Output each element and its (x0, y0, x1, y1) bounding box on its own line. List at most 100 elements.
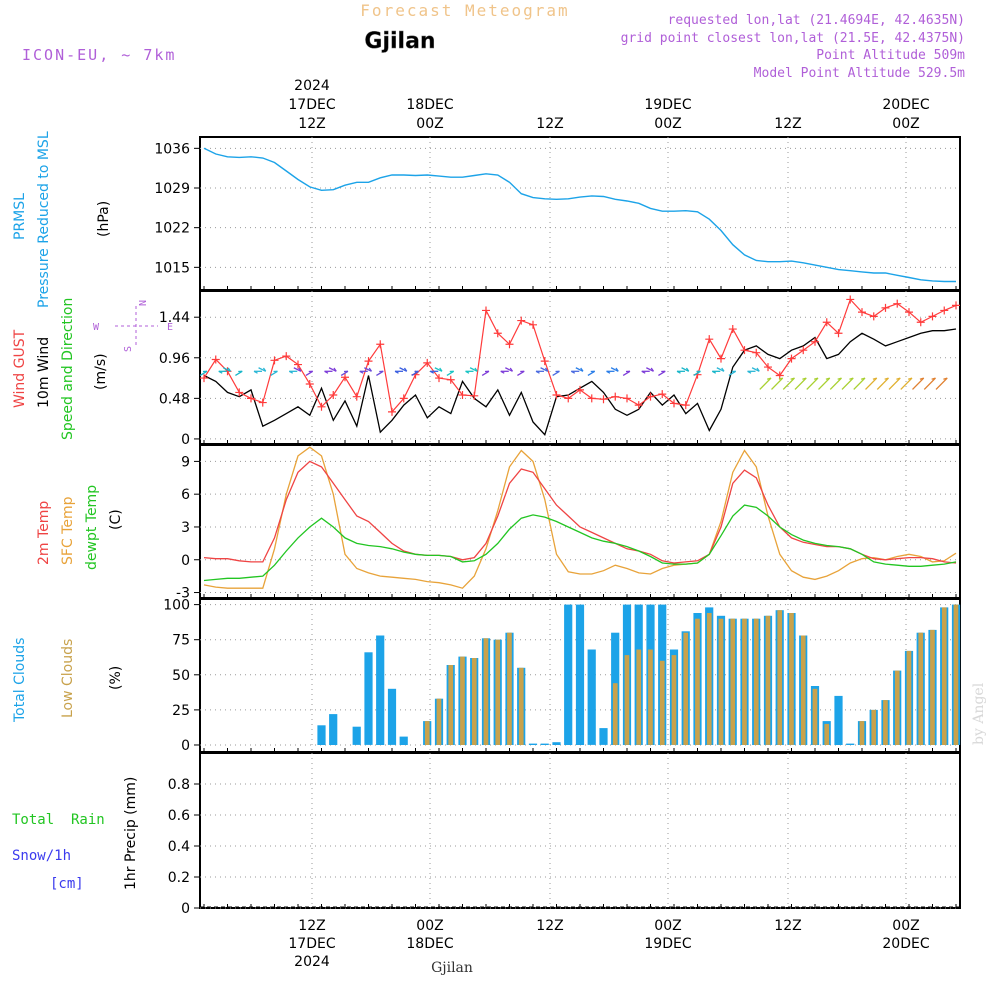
gust-point (646, 392, 655, 401)
wind-direction-arrow (900, 377, 913, 390)
total-cloud-bar (399, 736, 408, 745)
y-tick-label: 0 (181, 432, 190, 448)
wind-direction-arrow (923, 377, 936, 390)
low-cloud-bar (448, 665, 454, 745)
wind-arrow-head (641, 370, 646, 374)
low-cloud-bar (777, 610, 783, 745)
low-cloud-bar (789, 613, 794, 745)
top-date-label: 17DEC (288, 97, 335, 113)
gust-point (435, 374, 443, 383)
top-hour-label: 12Z (774, 116, 801, 132)
gust-point (352, 392, 361, 401)
total-cloud-bar (552, 742, 561, 745)
gust-point (728, 325, 737, 334)
wind-arrow-head (860, 377, 866, 380)
y-tick-label: 25 (172, 703, 190, 719)
wind-direction-arrow (771, 377, 784, 390)
panel-frame (199, 290, 961, 445)
compass-rose: N S W E (93, 300, 173, 352)
wind-label: 10m Wind (36, 337, 52, 408)
low-cloud-bar (859, 721, 865, 745)
wind-arrow-head (676, 370, 681, 374)
pressure-label: Pressure Reduced to MSL (36, 131, 52, 308)
wind-arrow-head (849, 377, 854, 380)
wind-direction-arrow (806, 377, 819, 390)
sfc-temp-line (203, 446, 957, 589)
gust-point (928, 312, 937, 321)
wind-arrow-head (884, 377, 889, 380)
gust-point (446, 375, 455, 384)
compass-s: S (123, 346, 134, 352)
wind-arrow-head (500, 370, 505, 374)
wind-arrow-head (359, 370, 364, 374)
wind-arrow-head (333, 367, 337, 372)
total-clouds-label: Total Clouds (12, 638, 28, 723)
gust-point (599, 395, 608, 404)
low-cloud-bar (930, 629, 935, 745)
gust-point (576, 385, 584, 394)
wind-direction-arrow (876, 377, 889, 390)
bottom-hour-label: 00Z (892, 918, 919, 934)
y-tick-label: -3 (176, 586, 190, 602)
gust-point (717, 354, 725, 363)
wind-arrow-head (403, 367, 408, 372)
wind-arrow-head (218, 370, 223, 374)
low-cloud-bar (518, 667, 524, 745)
wind-arrow-head (907, 377, 913, 380)
sfc-label: SFC Temp (60, 496, 76, 565)
gust-point (564, 394, 573, 403)
gust-point (388, 407, 396, 416)
y-tick-label: 0.96 (159, 351, 190, 367)
clouds-panel: 0 25 50 75 100 (163, 598, 961, 754)
top-hour-label: 12Z (536, 116, 563, 132)
total-cloud-bar (352, 726, 361, 745)
wind-direction-arrow (912, 377, 925, 390)
pressure-unit: (hPa) (96, 201, 112, 237)
bottom-hour-label: 12Z (774, 918, 801, 934)
low-cloud-bar (436, 698, 442, 745)
low-cloud-bar (659, 660, 665, 745)
gust-point (305, 379, 314, 388)
total-cloud-bar (846, 743, 855, 745)
panel-frame (199, 752, 961, 909)
wind-speed-line (203, 328, 957, 436)
location-title: Gjilan (364, 29, 435, 54)
wind-arrow-head (535, 370, 540, 374)
wind-arrow-head (766, 377, 772, 380)
wind-unit: (m/s) (93, 353, 109, 390)
low-cloud-bar (695, 618, 700, 745)
gust-label: Wind GUST (12, 329, 28, 408)
precip-panel: 0 0.2 0.4 0.6 0.8 (168, 752, 961, 917)
y-tick-label: 0.8 (168, 777, 190, 793)
low-cloud-bar (742, 618, 747, 745)
gust-point (893, 299, 902, 308)
top-time-axis: 12Z 17DEC 2024 00Z 18DEC 12Z 00Z 19DEC 12Z 00Z 20D… (288, 78, 929, 132)
gust-point (634, 401, 643, 410)
low-cloud-bar (800, 635, 806, 745)
y-tick-label: 9 (181, 454, 190, 470)
wind-arrow-head (570, 370, 576, 374)
pressure-panel: 1015 1022 1029 1036 (154, 136, 961, 291)
requested-coords: requested lon,lat (21.4694E, 42.4635N) (668, 13, 965, 28)
gust-point (869, 312, 878, 321)
bottom-hour-label: 12Z (298, 918, 325, 934)
y-tick-label: 1015 (154, 260, 190, 276)
top-year-label: 2024 (294, 78, 330, 94)
gust-point (611, 392, 620, 401)
gust-point (294, 360, 302, 369)
wind-arrow-head (368, 367, 373, 372)
temperature-panel: -3 0 3 6 9 (176, 444, 961, 602)
gust-point (270, 356, 279, 365)
wind-arrow-head (685, 367, 690, 372)
wind-arrow-head (802, 377, 807, 380)
total-cloud-bar (317, 725, 326, 745)
y-tick-label: 1022 (154, 221, 190, 237)
y-tick-label: 0 (181, 901, 190, 917)
gust-point (681, 401, 690, 410)
wind-arrow-head (943, 377, 948, 380)
gust-point (787, 354, 796, 363)
gust-point (940, 306, 949, 315)
gust-point (670, 399, 678, 408)
low-cloud-bar (906, 650, 912, 745)
